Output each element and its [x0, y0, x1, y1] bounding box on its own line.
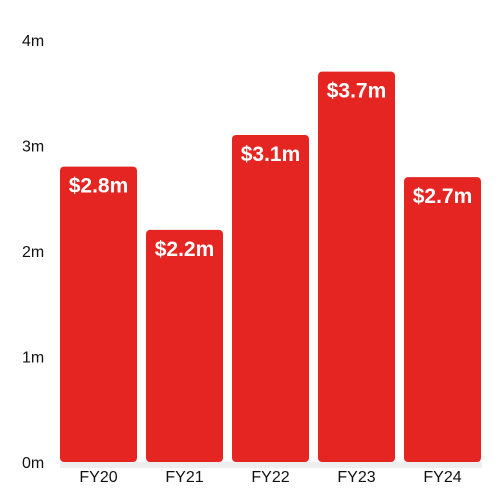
- y-axis-ticks: 0m 1m 2m 3m 4m: [22, 33, 44, 472]
- bars: [60, 71, 481, 463]
- y-tick-label: 2m: [22, 244, 44, 261]
- bar-fy22: [232, 134, 309, 462]
- data-label: $3.1m: [241, 143, 301, 166]
- y-tick-label: 1m: [22, 350, 44, 367]
- x-tick-label: FY22: [251, 469, 289, 486]
- x-tick-label: FY23: [337, 469, 375, 486]
- x-tick-label: FY24: [423, 469, 461, 486]
- x-tick-label: FY21: [165, 469, 203, 486]
- data-label: $3.7m: [327, 80, 387, 103]
- data-labels: $2.8m $2.2m $3.1m $3.7m $2.7m: [69, 80, 473, 261]
- bar-fy23: [318, 71, 395, 463]
- x-axis-labels: FY20 FY21 FY22 FY23 FY24: [79, 469, 461, 486]
- bar-fy20: [60, 166, 137, 462]
- y-tick-label: 3m: [22, 139, 44, 156]
- data-label: $2.8m: [69, 175, 129, 198]
- bar-fy21: [146, 229, 223, 462]
- baseline-band: [60, 462, 482, 468]
- y-tick-label: 4m: [22, 33, 44, 50]
- data-label: $2.2m: [155, 238, 215, 261]
- y-tick-label: 0m: [22, 455, 44, 472]
- x-tick-label: FY20: [79, 469, 117, 486]
- bar-fy24: [404, 177, 481, 462]
- data-label: $2.7m: [413, 185, 473, 208]
